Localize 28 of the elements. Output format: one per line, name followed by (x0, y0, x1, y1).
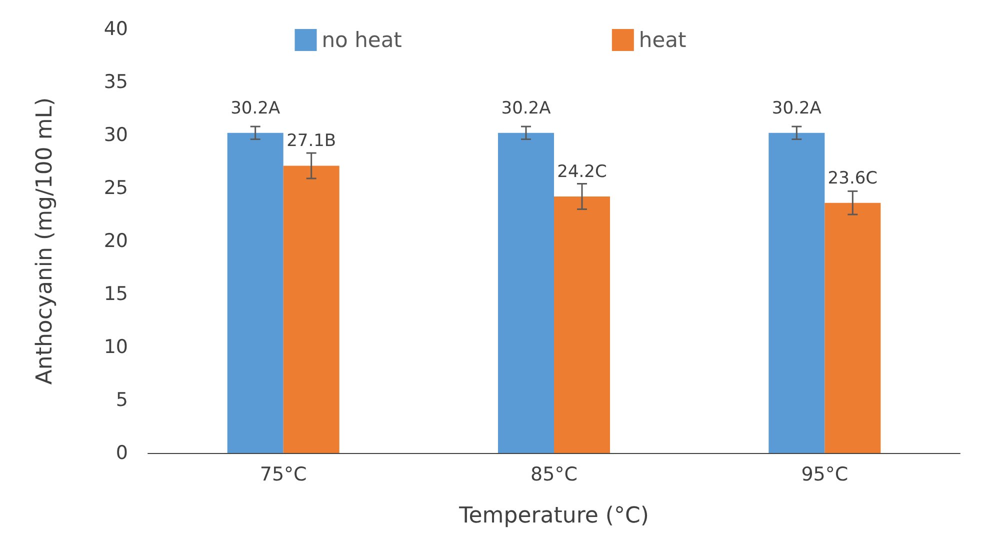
y-tick-label: 30 (104, 124, 128, 146)
bar (824, 202, 881, 453)
data-label: 30.2A (230, 98, 280, 118)
x-tick-label: 75°C (260, 464, 307, 486)
y-tick-label: 40 (104, 18, 128, 40)
y-tick-label: 0 (116, 442, 128, 464)
y-axis-title: Anthocyanin (mg/100 mL) (32, 97, 58, 385)
data-label: 30.2A (772, 98, 822, 118)
y-tick-label: 35 (104, 71, 128, 93)
x-tick-label: 95°C (801, 464, 848, 486)
y-tick-label: 20 (104, 230, 128, 252)
x-axis-title: Temperature (°C) (458, 504, 649, 528)
data-label: 23.6C (828, 168, 878, 188)
y-tick-label: 5 (116, 389, 128, 411)
y-tick-label: 15 (104, 283, 128, 305)
y-tick-label: 25 (104, 177, 128, 199)
bar (227, 132, 284, 453)
bar (768, 132, 825, 453)
bar (283, 166, 340, 453)
data-label: 27.1B (286, 131, 336, 152)
legend-label: no heat (322, 28, 402, 52)
data-label: 30.2A (501, 98, 552, 118)
legend-label: heat (638, 28, 686, 52)
bar (554, 196, 610, 453)
x-tick-label: 85°C (530, 464, 578, 486)
bar (498, 132, 554, 453)
data-label: 24.2C (557, 162, 607, 182)
y-tick-label: 10 (104, 336, 128, 358)
